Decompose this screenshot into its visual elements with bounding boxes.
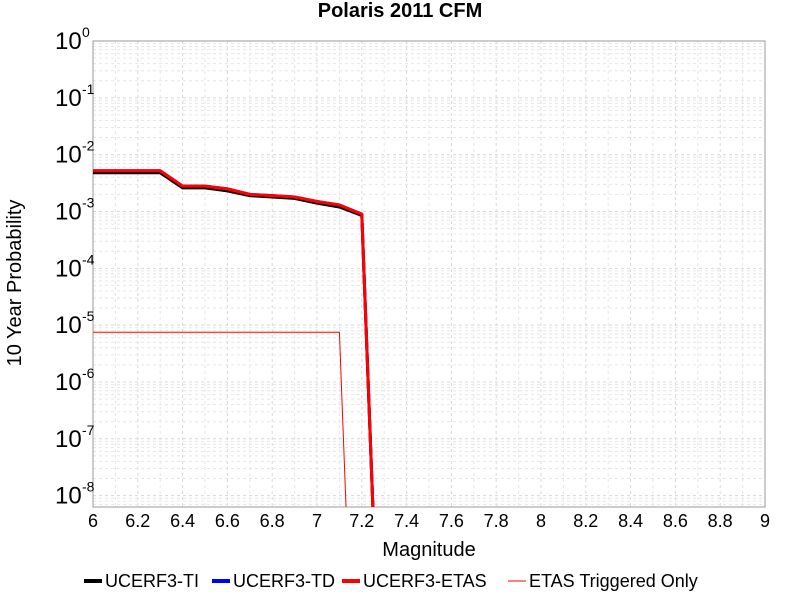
x-tick-label: 6.4 [170,511,195,531]
legend-label: ETAS Triggered Only [529,571,698,591]
y-tick-base: 10 [55,85,82,112]
x-tick-label: 7 [312,511,322,531]
y-tick-base: 10 [55,255,82,282]
y-tick-exponent: -7 [82,422,95,438]
x-tick-label: 7.6 [439,511,464,531]
y-tick-exponent: -4 [82,251,95,267]
y-tick-label: 10 -8 [55,479,95,510]
x-tick-label: 7.2 [349,511,374,531]
legend-label: UCERF3-TD [233,571,335,591]
series-line-ucerf3-etas [93,169,375,507]
y-tick-base: 10 [55,142,82,169]
series-layer [93,169,375,507]
y-tick-exponent: 0 [82,24,90,40]
legend: UCERF3-TI UCERF3-TD UCERF3-ETAS ETAS Trigge… [84,571,698,591]
y-tick-label: 10 -4 [55,251,95,282]
y-tick-label: 10 -7 [55,422,95,453]
legend-item: UCERF3-ETAS [342,571,487,591]
plot-area [92,40,766,508]
series-line-ucerf3-td [93,169,375,507]
legend-label: UCERF3-TI [105,571,199,591]
x-tick-label: 6.6 [215,511,240,531]
x-tick-label: 8.4 [618,511,643,531]
y-tick-exponent: -5 [82,308,95,324]
y-axis-label: 10 Year Probability [4,200,26,367]
y-tick-exponent: -8 [82,479,95,495]
chart-title: Polaris 2011 CFM [318,0,483,22]
legend-item: UCERF3-TD [212,571,335,591]
y-tick-base: 10 [55,312,82,339]
y-tick-label: 10 -6 [55,365,95,396]
legend-item: ETAS Triggered Only [508,571,698,591]
y-tick-exponent: -1 [82,81,95,97]
x-axis-ticks: 6 6.2 6.4 6.6 6.8 7 7.2 7.4 7.6 7.8 8 8.2 8.4 8.6 8.8 9 [88,511,770,531]
x-axis-label: Magnitude [382,539,475,561]
y-tick-exponent: -3 [82,194,95,210]
y-tick-base: 10 [55,426,82,453]
x-tick-label: 9 [760,511,770,531]
x-tick-label: 8.8 [708,511,733,531]
x-tick-label: 6.8 [260,511,285,531]
y-tick-base: 10 [55,198,82,225]
legend-label: UCERF3-ETAS [363,571,487,591]
grid [92,40,766,507]
x-tick-label: 7.4 [394,511,419,531]
series-line-etas-triggered-only [93,331,347,507]
y-tick-base: 10 [55,369,82,396]
y-tick-base: 10 [55,483,82,510]
x-tick-label: 8.6 [663,511,688,531]
y-tick-label: 10 -1 [55,81,95,112]
x-tick-label: 7.8 [484,511,509,531]
y-tick-exponent: -6 [82,365,95,381]
legend-item: UCERF3-TI [84,571,199,591]
y-tick-exponent: -2 [82,138,95,154]
y-tick-label: 10 -5 [55,308,95,339]
x-tick-label: 6 [88,511,98,531]
y-tick-label: 10 0 [55,24,90,55]
x-tick-label: 8.2 [573,511,598,531]
y-tick-base: 10 [55,28,82,55]
y-tick-label: 10 -2 [55,138,95,169]
x-tick-label: 6.2 [125,511,150,531]
x-tick-label: 8 [536,511,546,531]
series-line-ucerf3-ti [93,171,375,507]
y-tick-label: 10 -3 [55,194,95,225]
